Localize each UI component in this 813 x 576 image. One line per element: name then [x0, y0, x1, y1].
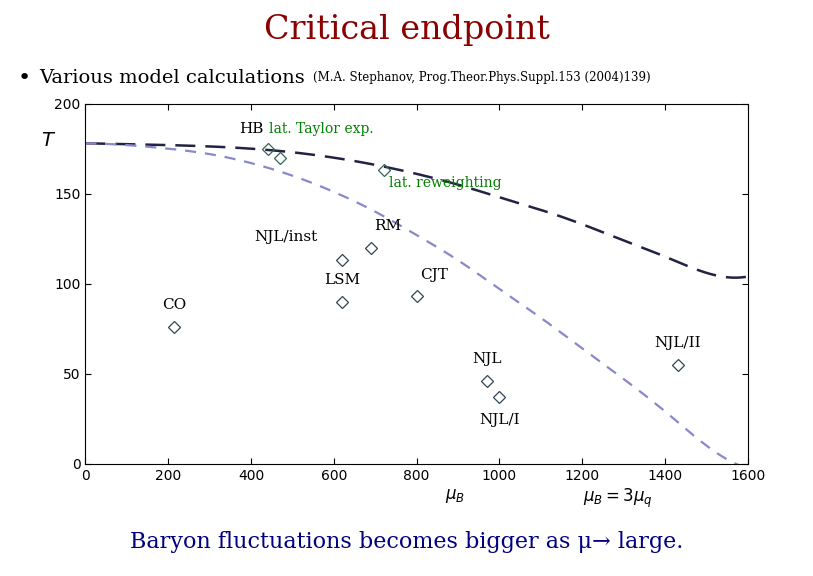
Text: NJL: NJL — [472, 353, 502, 366]
Text: CJT: CJT — [420, 268, 448, 282]
Text: HB: HB — [239, 122, 263, 136]
Text: •: • — [18, 68, 31, 88]
Text: NJL/inst: NJL/inst — [254, 230, 317, 244]
Text: NJL/II: NJL/II — [654, 336, 701, 350]
Text: Critical endpoint: Critical endpoint — [263, 14, 550, 47]
Text: LSM: LSM — [324, 273, 360, 287]
Text: NJL/I: NJL/I — [479, 414, 520, 427]
Text: (M.A. Stephanov, Prog.Theor.Phys.Suppl.153 (2004)139): (M.A. Stephanov, Prog.Theor.Phys.Suppl.1… — [313, 71, 650, 84]
Text: lat. reweighting: lat. reweighting — [389, 176, 501, 190]
Text: RM: RM — [375, 219, 402, 233]
Text: $T$: $T$ — [41, 131, 55, 150]
Text: Various model calculations: Various model calculations — [39, 69, 305, 87]
Text: lat. Taylor exp.: lat. Taylor exp. — [269, 122, 373, 136]
Text: Baryon fluctuations becomes bigger as μ→ large.: Baryon fluctuations becomes bigger as μ→… — [130, 531, 683, 553]
Text: $\mu_B$: $\mu_B$ — [446, 487, 465, 505]
Text: $\mu_B = 3\mu_q$: $\mu_B = 3\mu_q$ — [583, 487, 653, 510]
Text: CO: CO — [163, 298, 186, 312]
